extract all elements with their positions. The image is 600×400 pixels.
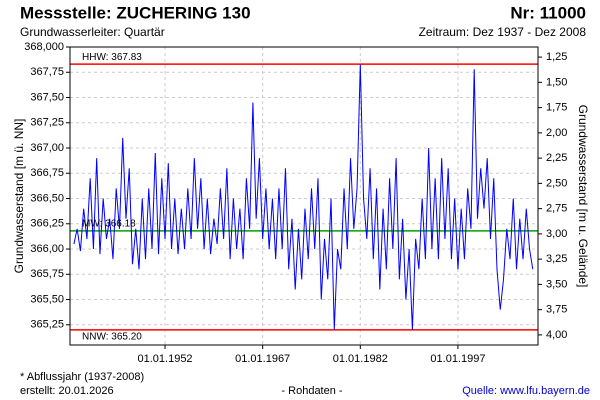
y-tick-label: 367,00 bbox=[30, 142, 64, 154]
data-note: - Rohdaten - bbox=[281, 385, 342, 397]
y-tick-label: 366,75 bbox=[30, 167, 64, 179]
plot-frame bbox=[69, 46, 539, 346]
station-number: Nr: 11000 bbox=[510, 3, 586, 22]
y-tick-label: 366,00 bbox=[30, 243, 64, 255]
y-tick-label: 366,50 bbox=[30, 192, 64, 204]
y-tick-label: 367,25 bbox=[30, 117, 64, 129]
footnote: * Abflussjahr (1937-2008) bbox=[20, 371, 144, 383]
y-tick-label: 366,25 bbox=[30, 218, 64, 230]
y2-tick-label: 1,25 bbox=[546, 51, 567, 63]
y2-tick-label: 3,50 bbox=[546, 278, 567, 290]
period: Zeitraum: Dez 1937 - Dez 2008 bbox=[419, 25, 587, 39]
y-tick-label: 367,75 bbox=[30, 66, 64, 78]
y2-tick-label: 2,50 bbox=[546, 177, 567, 189]
x-tick-label: 01.01.1997 bbox=[430, 353, 485, 365]
x-tick-label: 01.01.1982 bbox=[333, 353, 388, 365]
y-tick-label: 368,000 bbox=[24, 41, 64, 53]
y2-tick-label: 3,75 bbox=[546, 304, 567, 316]
y2-tick-label: 3,25 bbox=[546, 253, 567, 265]
chart-title: Messstelle: ZUCHERING 130 bbox=[20, 3, 251, 22]
y2-tick-label: 3,00 bbox=[546, 228, 567, 240]
y2-tick-label: 2,25 bbox=[546, 152, 567, 164]
y-tick-label: 365,75 bbox=[30, 268, 64, 280]
subtitle: Grundwasserleiter: Quartär bbox=[20, 25, 165, 39]
source: Quelle: www.lfu.bayern.de bbox=[462, 385, 590, 397]
data-line bbox=[73, 64, 534, 330]
y2-tick-label: 2,00 bbox=[546, 127, 567, 139]
x-tick-label: 01.01.1967 bbox=[235, 353, 290, 365]
y-tick-label: 365,50 bbox=[30, 293, 64, 305]
reference-label: NNW: 365.20 bbox=[82, 331, 142, 342]
reference-label: HHW: 367.83 bbox=[82, 52, 142, 63]
y-tick-label: 365,25 bbox=[30, 319, 64, 331]
created-date: erstellt: 20.01.2026 bbox=[20, 385, 114, 397]
y2-axis-label: Grundwasserstand [m u. Gelände] bbox=[576, 105, 590, 288]
reference-label: MW: 366.18 bbox=[82, 218, 136, 229]
x-tick-label: 01.01.1952 bbox=[138, 353, 193, 365]
y2-tick-label: 1,75 bbox=[546, 102, 567, 114]
y2-tick-label: 1,50 bbox=[546, 76, 567, 88]
y2-tick-label: 4,00 bbox=[546, 329, 567, 341]
y-tick-label: 367,50 bbox=[30, 91, 64, 103]
y2-tick-label: 2,75 bbox=[546, 203, 567, 215]
y-axis-label: Grundwasserstand [m ü. NN] bbox=[12, 119, 26, 274]
